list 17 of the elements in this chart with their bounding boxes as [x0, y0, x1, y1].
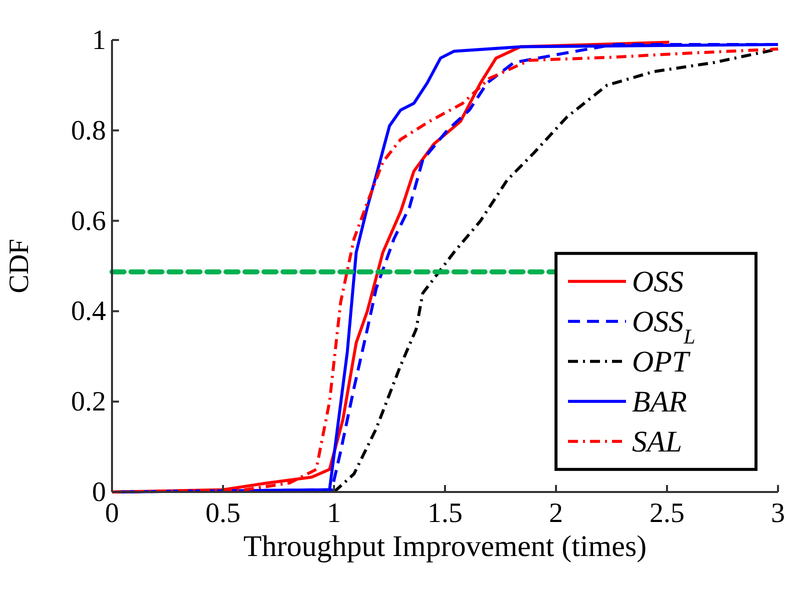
y-tick-label: 0.8 [71, 115, 106, 146]
legend-label: SAL [632, 425, 682, 458]
y-tick-label: 0.4 [71, 296, 106, 328]
x-tick-label: 0.5 [206, 498, 240, 529]
y-tick-label: 0.6 [71, 206, 106, 237]
y-axis-title: CDF [4, 238, 35, 294]
x-tick-label: 2.5 [650, 498, 684, 529]
x-axis-title: Throughput Improvement (times) [243, 530, 647, 563]
x-tick-label: 1.5 [428, 498, 462, 529]
legend-label: OSS [632, 265, 684, 298]
y-tick-label: 0 [92, 477, 106, 508]
y-tick-label: 0.2 [71, 386, 106, 418]
x-tick-label: 2 [549, 498, 563, 529]
legend-label: BAR [632, 385, 687, 418]
x-tick-label: 3 [771, 498, 785, 529]
y-tick-label: 1 [92, 25, 106, 56]
x-tick-label: 1 [327, 498, 341, 529]
